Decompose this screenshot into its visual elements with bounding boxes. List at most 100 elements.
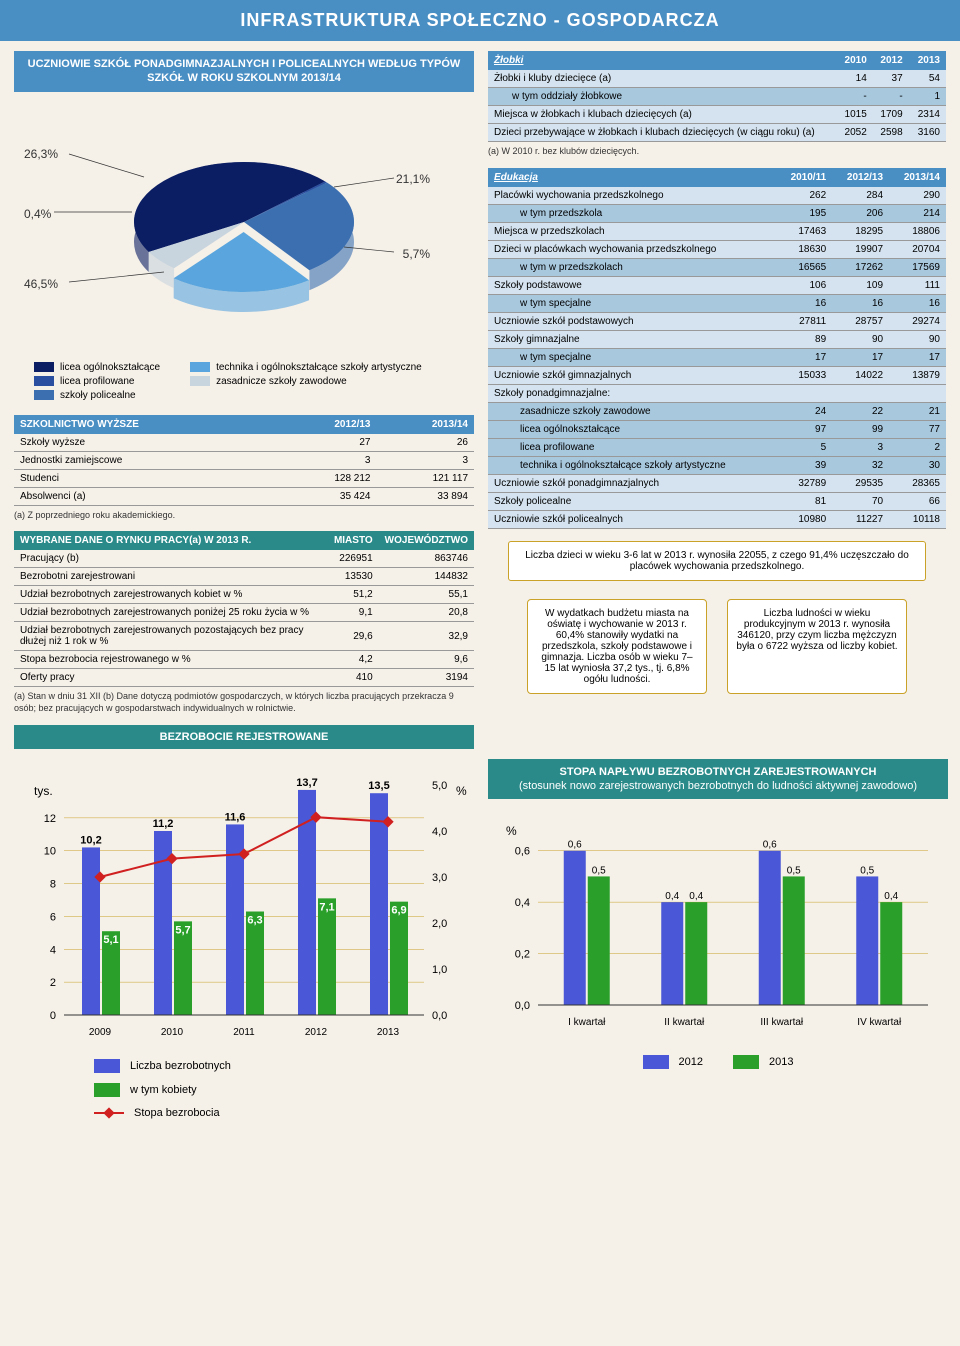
- unemployment-header: BEZROBOCIE REJESTROWANE: [14, 725, 474, 749]
- unemployment-legend: Liczba bezrobotnych w tym kobiety Stopa be…: [94, 1059, 474, 1119]
- svg-text:13,7: 13,7: [296, 777, 317, 789]
- table-row: Pracujący (b)226951863746: [14, 550, 474, 568]
- svg-text:12: 12: [44, 813, 56, 825]
- table-row: Absolwenci (a)35 42433 894: [14, 487, 474, 505]
- table-row: Stopa bezrobocia rejestrowanego w %4,29,…: [14, 651, 474, 669]
- labour-note: (a) Stan w dniu 31 XII (b) Dane dotyczą …: [14, 691, 474, 714]
- pie-slice-label: 21,1%: [396, 172, 430, 186]
- legend-item: szkoły policealne: [34, 390, 160, 401]
- table-row: Jednostki zamiejscowe33: [14, 451, 474, 469]
- table-row: Miejsca w żłobkach i klubach dziecięcych…: [488, 106, 946, 124]
- zlobki-note: (a) W 2010 r. bez klubów dziecięcych.: [488, 146, 946, 158]
- legend-item: licea profilowane: [34, 376, 160, 387]
- svg-text:2012: 2012: [305, 1027, 328, 1038]
- table-row: Dzieci przebywające w żłobkach i klubach…: [488, 124, 946, 142]
- table-row: Studenci128 212121 117: [14, 469, 474, 487]
- svg-text:2010: 2010: [161, 1027, 184, 1038]
- table-row: Oferty pracy4103194: [14, 669, 474, 687]
- svg-text:11,6: 11,6: [225, 811, 246, 823]
- svg-text:1,0: 1,0: [432, 964, 447, 976]
- table-row: Udział bezrobotnych zarejestrowanych poz…: [14, 622, 474, 651]
- edu-table: Edukacja2010/112012/132013/14 Placówki w…: [488, 168, 946, 529]
- legend-item: technika i ogólnokształcące szkoły artys…: [190, 362, 422, 373]
- svg-text:%: %: [456, 784, 467, 798]
- svg-text:0,4: 0,4: [884, 891, 898, 902]
- svg-text:I kwartał: I kwartał: [568, 1017, 606, 1028]
- unemployment-chart: 0246810120,01,02,03,04,05,0tys.%10,25,12…: [14, 765, 474, 1045]
- svg-text:5,1: 5,1: [103, 934, 118, 946]
- svg-text:%: %: [506, 824, 517, 838]
- legend-item: 2012: [643, 1055, 703, 1069]
- pie-legend: licea ogólnokształcące licea profilowane s…: [34, 362, 474, 401]
- svg-text:0,6: 0,6: [763, 840, 777, 851]
- table-row: zasadnicze szkoły zawodowe242221: [488, 402, 946, 420]
- svg-text:2009: 2009: [89, 1027, 112, 1038]
- naplyw-header: STOPA NAPŁYWU BEZROBOTNYCH ZAREJESTROWAN…: [488, 759, 948, 800]
- table-row: licea profilowane532: [488, 438, 946, 456]
- svg-text:II kwartał: II kwartał: [664, 1017, 705, 1028]
- svg-text:6,3: 6,3: [247, 914, 262, 926]
- table-row: Uczniowie szkół podstawowych278112875729…: [488, 312, 946, 330]
- svg-text:8: 8: [50, 878, 56, 890]
- table-row: licea ogólnokształcące979977: [488, 420, 946, 438]
- svg-text:IV kwartał: IV kwartał: [857, 1017, 902, 1028]
- table-row: w tym w przedszkolach165651726217569: [488, 258, 946, 276]
- svg-text:7,1: 7,1: [319, 901, 334, 913]
- pie-slice-label: 46,5%: [24, 277, 58, 291]
- svg-text:0,6: 0,6: [515, 846, 530, 858]
- callout-left: W wydatkach budżetu miasta na oświatę i …: [527, 599, 707, 694]
- svg-text:0: 0: [50, 1010, 56, 1022]
- svg-text:11,2: 11,2: [153, 818, 174, 830]
- pie-slice-label: 0,4%: [24, 207, 51, 221]
- svg-text:2: 2: [50, 977, 56, 989]
- svg-text:0,0: 0,0: [432, 1010, 447, 1022]
- table-row: w tym przedszkola195206214: [488, 204, 946, 222]
- table-row: Bezrobotni zarejestrowani13530144832: [14, 568, 474, 586]
- table-row: Uczniowie szkół policealnych109801122710…: [488, 510, 946, 528]
- pie-header: UCZNIOWIE SZKÓŁ PONADGIMNAZJALNYCH I POL…: [14, 51, 474, 92]
- svg-text:5,7: 5,7: [175, 924, 190, 936]
- legend-item: Liczba bezrobotnych: [94, 1059, 474, 1073]
- table-row: Udział bezrobotnych zarejestrowanych pon…: [14, 604, 474, 622]
- svg-text:0,4: 0,4: [515, 897, 530, 909]
- svg-text:6: 6: [50, 911, 56, 923]
- svg-text:0,5: 0,5: [787, 866, 801, 877]
- table-row: Dzieci w placówkach wychowania przedszko…: [488, 240, 946, 258]
- callout-top: Liczba dzieci w wieku 3-6 lat w 2013 r. …: [508, 541, 926, 581]
- svg-text:0,6: 0,6: [568, 840, 582, 851]
- legend-item: 2013: [733, 1055, 793, 1069]
- table-row: Szkoły podstawowe106109111: [488, 276, 946, 294]
- svg-text:13,5: 13,5: [368, 780, 389, 792]
- svg-text:4,0: 4,0: [432, 826, 447, 838]
- callout-right: Liczba ludności w wieku produkcyjnym w 2…: [727, 599, 907, 694]
- higher-ed-table: SZKOLNICTWO WYŻSZE2012/132013/14 Szkoły …: [14, 415, 474, 506]
- table-row: w tym specjalne171717: [488, 348, 946, 366]
- svg-text:10: 10: [44, 845, 56, 857]
- table-row: Uczniowie szkół ponadgimnazjalnych327892…: [488, 474, 946, 492]
- table-row: Miejsca w przedszkolach174631829518806: [488, 222, 946, 240]
- pie-chart: 26,3% 21,1% 5,7% 46,5% 0,4%: [14, 92, 474, 352]
- table-row: Udział bezrobotnych zarejestrowanych kob…: [14, 586, 474, 604]
- legend-item: w tym kobiety: [94, 1083, 474, 1097]
- svg-text:2011: 2011: [233, 1027, 255, 1038]
- svg-text:4: 4: [50, 944, 56, 956]
- table-row: Żłobki i kluby dziecięce (a)143754: [488, 70, 946, 88]
- legend-item: licea ogólnokształcące: [34, 362, 160, 373]
- table-row: Szkoły wyższe2726: [14, 434, 474, 452]
- svg-text:0,5: 0,5: [592, 866, 606, 877]
- naplyw-legend: 2012 2013: [488, 1055, 948, 1069]
- labour-table: WYBRANE DANE O RYNKU PRACY(a) W 2013 R.M…: [14, 531, 474, 687]
- svg-text:0,0: 0,0: [515, 1000, 530, 1012]
- svg-text:0,5: 0,5: [860, 866, 874, 877]
- table-row: w tym specjalne161616: [488, 294, 946, 312]
- svg-text:0,4: 0,4: [665, 891, 679, 902]
- table-row: Szkoły ponadgimnazjalne:: [488, 384, 946, 402]
- svg-text:2,0: 2,0: [432, 918, 447, 930]
- svg-text:2013: 2013: [377, 1027, 400, 1038]
- svg-text:3,0: 3,0: [432, 872, 447, 884]
- legend-item: Stopa bezrobocia: [94, 1107, 474, 1119]
- higher-ed-note: (a) Z poprzedniego roku akademickiego.: [14, 510, 474, 522]
- table-row: w tym oddziały żłobkowe--1: [488, 88, 946, 106]
- pie-slice-label: 26,3%: [24, 147, 58, 161]
- svg-text:0,4: 0,4: [689, 891, 703, 902]
